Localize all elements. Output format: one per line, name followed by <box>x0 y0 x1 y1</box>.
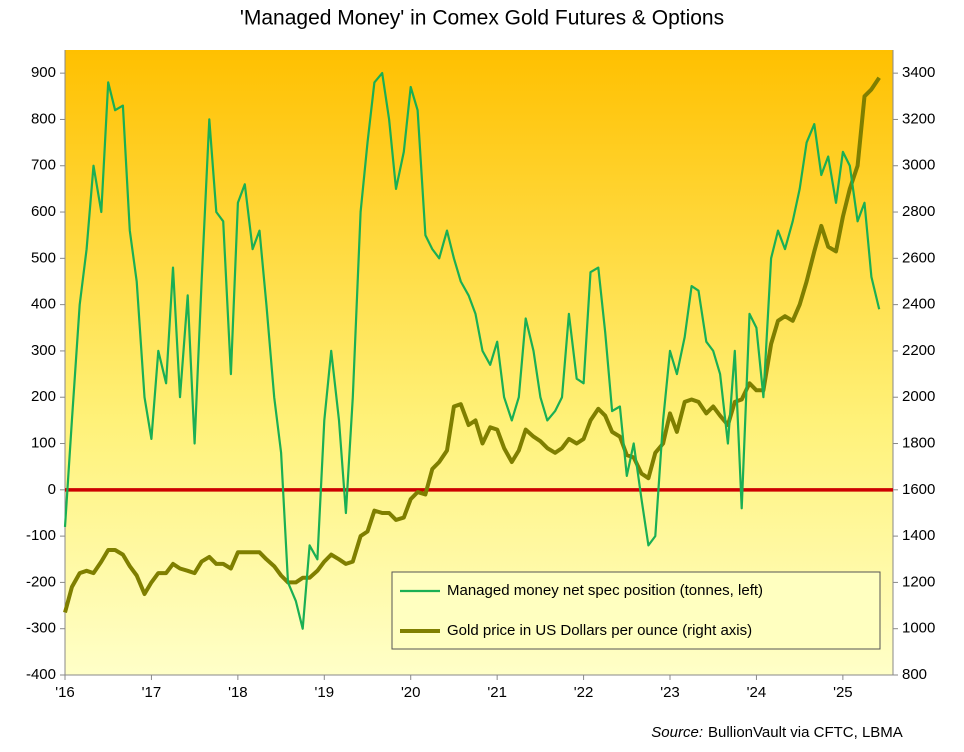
y2-tick-label: 3200 <box>902 110 935 127</box>
y2-tick-label: 2400 <box>902 296 935 313</box>
y-tick-label: 600 <box>31 203 56 220</box>
x-tick-label: '22 <box>574 684 594 701</box>
y2-tick-label: 1000 <box>902 620 935 637</box>
x-tick-label: '21 <box>487 684 507 701</box>
y2-tick-label: 2200 <box>902 342 935 359</box>
y2-tick-label: 1800 <box>902 434 935 451</box>
y-tick-label: -400 <box>26 666 56 683</box>
y2-tick-label: 800 <box>902 666 927 683</box>
y2-tick-label: 2600 <box>902 249 935 266</box>
legend-label: Gold price in US Dollars per ounce (righ… <box>447 622 752 639</box>
y-tick-label: 200 <box>31 388 56 405</box>
x-tick-label: '24 <box>747 684 767 701</box>
chart-title: 'Managed Money' in Comex Gold Futures & … <box>240 7 724 30</box>
y2-tick-label: 1600 <box>902 481 935 498</box>
x-tick-label: '25 <box>833 684 853 701</box>
y-tick-label: 700 <box>31 157 56 174</box>
y2-tick-label: 1200 <box>902 573 935 590</box>
y-tick-label: 900 <box>31 64 56 81</box>
y2-tick-label: 3400 <box>902 64 935 81</box>
y2-tick-label: 2000 <box>902 388 935 405</box>
y-tick-label: -200 <box>26 573 56 590</box>
y-tick-label: -100 <box>26 527 56 544</box>
y-tick-label: 0 <box>48 481 56 498</box>
source: BullionVault via CFTC, LBMA <box>708 724 903 741</box>
source-label: Source: <box>651 724 703 741</box>
x-tick-label: '19 <box>315 684 335 701</box>
x-tick-label: '23 <box>660 684 680 701</box>
y-tick-label: 800 <box>31 110 56 127</box>
plot-area <box>65 50 893 675</box>
y2-tick-label: 3000 <box>902 157 935 174</box>
y-tick-label: 500 <box>31 249 56 266</box>
legend-box <box>391 571 881 650</box>
x-tick-label: '16 <box>55 684 75 701</box>
y-tick-label: -300 <box>26 620 56 637</box>
x-tick-label: '17 <box>142 684 162 701</box>
y-tick-label: 400 <box>31 296 56 313</box>
legend-label: Managed money net spec position (tonnes,… <box>447 582 763 599</box>
y2-tick-label: 1400 <box>902 527 935 544</box>
y2-tick-label: 2800 <box>902 203 935 220</box>
series-line <box>63 76 881 614</box>
x-tick-label: '20 <box>401 684 421 701</box>
y-tick-label: 300 <box>31 342 56 359</box>
x-tick-label: '18 <box>228 684 248 701</box>
y-tick-label: 100 <box>31 434 56 451</box>
series-line <box>63 72 881 630</box>
